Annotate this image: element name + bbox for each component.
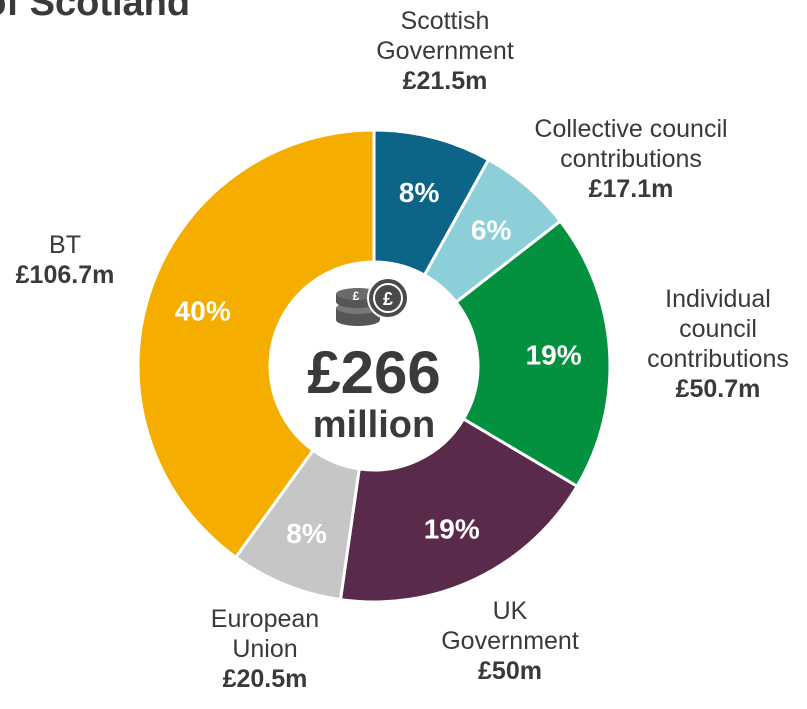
label-name: European Union	[210, 605, 320, 663]
label-name: BT	[49, 231, 81, 259]
svg-text:£: £	[383, 289, 393, 309]
label-value: £50m	[478, 657, 542, 685]
donut-slice	[338, 416, 580, 604]
svg-text:£: £	[353, 289, 360, 303]
label-value: £20.5m	[222, 665, 308, 693]
center-total: £ £ £266 million	[307, 277, 441, 446]
donut-slice	[454, 219, 612, 489]
slice-percent-label: 6%	[471, 214, 512, 245]
label-name: Collective council contributions	[534, 115, 728, 173]
label-value: £21.5m	[402, 67, 488, 95]
label-value: £17.1m	[588, 175, 674, 203]
donut-slice	[136, 128, 376, 560]
slice-percent-label: 8%	[399, 177, 440, 208]
slice-percent-label: 19%	[526, 340, 582, 371]
label-collective-council: Collective council contributions £17.1m	[500, 114, 762, 204]
label-name: Scottish Government	[376, 7, 514, 65]
label-name: UK Government	[441, 597, 579, 655]
label-value: £50.7m	[675, 375, 761, 403]
slice-percent-label: 19%	[424, 513, 480, 544]
label-individual-council: Individual council contributions £50.7m	[630, 284, 806, 404]
chart-title-text: t of Scotland	[0, 0, 300, 16]
label-scottish-government: Scottish Government £21.5m	[340, 6, 550, 96]
label-bt: BT £106.7m	[0, 230, 130, 290]
label-name: Individual council contributions	[647, 285, 789, 373]
slice-percent-label: 8%	[286, 518, 327, 549]
label-value: £106.7m	[15, 261, 115, 289]
center-unit: million	[313, 404, 435, 446]
coins-icon: £ £	[336, 277, 409, 326]
label-uk-government: UK Government £50m	[410, 596, 610, 686]
center-amount: £266	[307, 339, 440, 406]
slice-percent-label: 40%	[175, 296, 231, 327]
chart-title: t of Scotland	[0, 0, 300, 16]
label-european-union: European Union £20.5m	[180, 604, 350, 694]
